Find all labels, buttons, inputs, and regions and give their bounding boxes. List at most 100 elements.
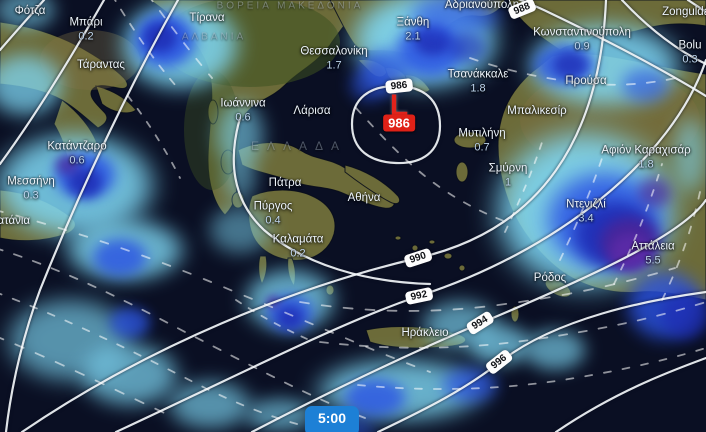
time-indicator[interactable]: 5:00 (304, 406, 360, 432)
city-name: Θεσσαλονίκη (300, 45, 368, 58)
city-name: Πάτρα (268, 177, 302, 190)
city-precip-value: 0.7 (474, 141, 490, 154)
city-label: Κωνσταντινούπολη 0.9 (533, 27, 631, 54)
city-name: Κατάνια (0, 215, 31, 228)
rain-blob (135, 15, 185, 60)
city-name: Ρόδος (533, 272, 567, 285)
low-pressure-symbol: L (389, 89, 409, 122)
city-label: Καλαμάτα 0.2 (273, 234, 324, 261)
isobar-line (686, 0, 706, 14)
city-precip-value: 1.8 (470, 82, 486, 95)
city-name: Τσανάκκαλε (447, 68, 509, 81)
country-label: ΒΟΡΕΙΑ ΜΑΚΕΔΟΝΙΑ (216, 0, 364, 12)
wind-streamline (319, 301, 706, 349)
city-label: Αθήνα (348, 192, 381, 206)
city-precip-value: 0.6 (235, 111, 251, 124)
wind-streamline (114, 0, 177, 87)
city-name: Αφιόν Καραχισάρ (601, 144, 691, 157)
wind-streamline (0, 337, 176, 419)
wind-streamline (661, 191, 701, 301)
rain-blob (440, 25, 495, 70)
isobar-line (554, 356, 706, 432)
city-precip-value: 1.7 (326, 59, 342, 72)
city-name: Ηράκλειο (401, 327, 449, 340)
city-label: Bolu 0.3 (678, 40, 701, 67)
city-name: Ξάνθη (396, 16, 430, 29)
wind-streamline (613, 163, 663, 285)
city-label: Ξάνθη 2.1 (397, 17, 430, 44)
city-name: Σμύρνη (488, 162, 528, 175)
city-label: Φότζα (15, 5, 46, 19)
city-label: Μεσσήνη 0.3 (7, 176, 54, 203)
city-label: Θεσσαλονίκη 1.7 (300, 46, 367, 73)
city-name: Προύσα (565, 75, 607, 88)
city-name: Μπαλικεσίρ (507, 105, 567, 118)
city-name: Μπάρι (69, 16, 103, 29)
city-label: Ιωάννινα 0.6 (220, 98, 265, 125)
city-label: Ρόδος (534, 272, 566, 286)
city-precip-value: 0.2 (290, 247, 306, 260)
city-name: Μεσσήνη (7, 175, 55, 188)
isobar-line (350, 84, 442, 165)
rain-blob (100, 300, 160, 345)
city-precip-value: 1 (504, 176, 512, 189)
isobar-pressure-label: 990 (403, 247, 433, 269)
wind-streamline (0, 248, 366, 419)
isobar-line (232, 116, 432, 286)
rain-blob (205, 85, 275, 185)
isobar-pressure-label: 992 (404, 286, 434, 306)
city-label: Λάρισα (293, 105, 330, 119)
wind-streamline (559, 145, 607, 261)
city-label: Τσανάκκαλε 1.8 (448, 69, 509, 96)
city-precip-value: 1.8 (638, 158, 654, 171)
city-name: Κατάντζαρο (47, 140, 107, 153)
city-label: Αττάλεια 5.5 (631, 241, 674, 268)
rain-blob (195, 195, 285, 265)
rain-blob (50, 150, 85, 180)
city-precip-value: 0.9 (574, 40, 590, 53)
city-name: Κωνσταντινούπολη (533, 26, 631, 39)
city-label: Αφιόν Καραχισάρ 1.8 (601, 145, 690, 172)
city-precip-value: 0.3 (23, 189, 39, 202)
city-name: Αττάλεια (631, 240, 675, 253)
isobar-line (4, 0, 180, 432)
isobar-line (620, 0, 706, 66)
isobar-line (0, 0, 106, 166)
city-name: Καλαμάτα (272, 233, 324, 246)
city-name: Αθήνα (347, 192, 381, 205)
city-name: Τάραντας (77, 59, 125, 72)
city-name: Τίρανα (189, 12, 225, 25)
city-precip-value: 0.3 (682, 53, 698, 66)
wind-streamline (235, 299, 315, 343)
city-label: Αδριανούπολη (445, 0, 519, 13)
isobar-pressure-label: 988 (507, 0, 537, 21)
wind-streamline (127, 95, 181, 179)
city-precip-value: 0.4 (265, 214, 281, 227)
city-name: Φότζα (14, 5, 46, 18)
isobar-line (0, 0, 46, 52)
city-label: Τάραντας (77, 59, 125, 73)
city-precip-value: 3.4 (578, 212, 594, 225)
city-label: Κατάντζαρο 0.6 (47, 141, 106, 168)
wind-streamline (0, 292, 331, 432)
city-precip-value: 0.6 (69, 154, 85, 167)
isobar-pressure-label: 996 (484, 348, 514, 376)
city-label: Πύργος 0.4 (254, 201, 293, 228)
city-label: Zonguldak (662, 6, 706, 20)
city-label: Σμύρνη 1 (489, 163, 528, 190)
city-name: Bolu (678, 39, 702, 52)
city-label: Κατάνια (0, 215, 30, 229)
city-label: Ηράκλειο (401, 327, 448, 341)
country-label: ΕΛΛΑΔΑ (250, 139, 348, 153)
city-precip-value: 2.1 (405, 30, 421, 43)
city-label: Ντενιζλί 3.4 (566, 199, 606, 226)
city-label: Πάτρα (269, 177, 302, 191)
city-label: Μυτιλήνη 0.7 (458, 128, 505, 155)
city-label: Τίρανα (189, 12, 224, 26)
wind-streamline (355, 107, 513, 225)
